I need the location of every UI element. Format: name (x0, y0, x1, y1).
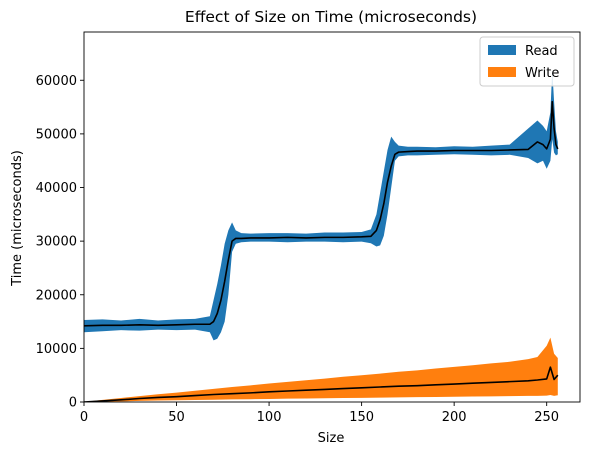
y-tick-label: 40000 (36, 181, 77, 196)
y-tick-label: 0 (69, 396, 77, 411)
y-tick-label: 60000 (36, 74, 77, 89)
plot-frame (83, 31, 581, 403)
x-tick-label: 100 (257, 410, 282, 425)
x-axis-label: Size (318, 431, 345, 446)
x-tick-label: 200 (442, 410, 467, 425)
y-tick-label: 30000 (36, 235, 77, 250)
y-tick-label: 50000 (36, 127, 77, 142)
chart-title: Effect of Size on Time (microseconds) (185, 8, 477, 26)
y-tick-label: 20000 (36, 288, 77, 303)
legend: Read Write (479, 36, 575, 87)
write-mean-line (84, 366, 559, 402)
legend-label-write: Write (525, 66, 559, 81)
x-tick-label: 0 (80, 410, 88, 425)
x-tick-label: 150 (349, 410, 374, 425)
legend-swatch-write (488, 67, 516, 77)
y-tick-label: 10000 (36, 342, 77, 357)
write-range-band (84, 337, 558, 402)
read-mean-line (84, 100, 559, 327)
legend-swatch-read (488, 45, 516, 55)
y-axis-label: Time (microseconds) (10, 150, 25, 287)
x-tick-label: 50 (168, 410, 185, 425)
x-tick-label: 250 (534, 410, 559, 425)
legend-label-read: Read (525, 44, 558, 59)
